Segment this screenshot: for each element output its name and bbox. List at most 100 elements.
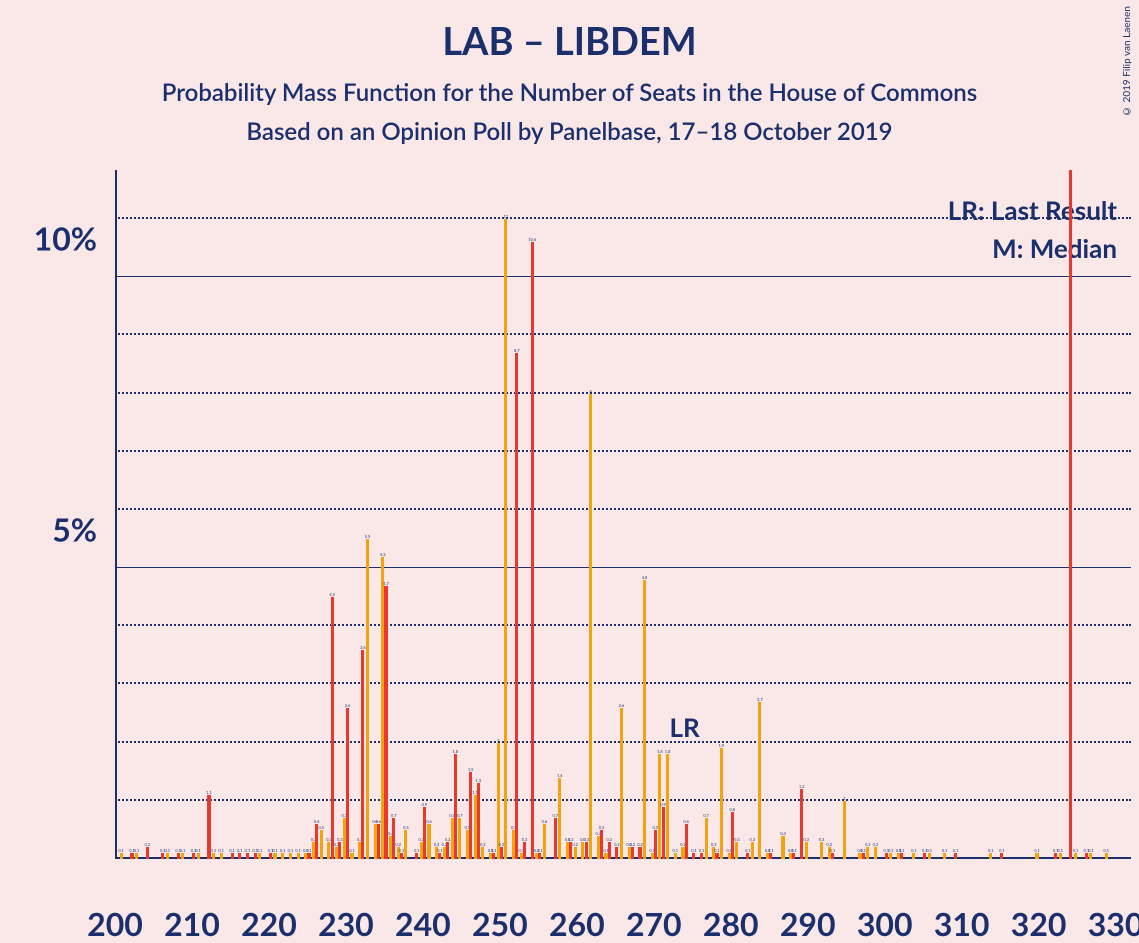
bar-value-label: 0.1 (191, 848, 197, 853)
bar-value-label: 0.3 (522, 837, 528, 842)
bar-value-label: 8 (589, 389, 591, 394)
bar-value-label: 0.1 (883, 848, 889, 853)
bar-value-label: 0.4 (780, 831, 786, 836)
bar-red: 0.1 (400, 853, 403, 859)
bar-value-label: 0.1 (306, 848, 312, 853)
bar-value-label: 0.1 (349, 848, 355, 853)
bar-value-label: 0.5 (403, 825, 409, 830)
bar-value-label: 0.6 (542, 819, 548, 824)
bar-red: 0.1 (746, 853, 749, 859)
bar-value-label: 0.2 (572, 842, 578, 847)
bar-red: 0.2 (500, 847, 503, 859)
bar-red: 0.1 (269, 853, 272, 859)
bar-value-label: 0.1 (211, 848, 217, 853)
bar-value-label: 0.6 (314, 819, 320, 824)
bar-red: 0.2 (146, 847, 149, 859)
bar-red: 0.1 (130, 853, 133, 859)
bar-value-label: 0.1 (1034, 848, 1040, 853)
bar-value-label: 1.8 (452, 749, 458, 754)
bar-value-label: 0.8 (730, 807, 736, 812)
bar-orange: 0.1 (928, 853, 931, 859)
bar-value-label: 0.3 (819, 837, 825, 842)
bar-orange: 8 (589, 394, 592, 859)
bar-orange: 0.2 (866, 847, 869, 859)
bar-red: 0.3 (338, 842, 341, 859)
y-tick-label: 5% (52, 510, 115, 549)
bar-value-label: 0.9 (660, 802, 666, 807)
bar-value-label: 0.1 (280, 848, 286, 853)
bar-value-label: 0.2 (629, 842, 635, 847)
bar-red: 0.3 (446, 842, 449, 859)
bars: 0.10.10.10.10.10.10.10.10.10.10.10.10.10… (115, 190, 1131, 859)
bar-red: 0.7 (392, 818, 395, 859)
bar-value-label: 0.7 (391, 813, 397, 818)
chart-container: LAB – LIBDEM Probability Mass Function f… (0, 0, 1139, 924)
bar-value-label: 1.8 (657, 749, 663, 754)
bar-red: 1.8 (454, 754, 457, 859)
bar-value-label: 0.3 (568, 837, 574, 842)
bar-red: 0.7 (554, 818, 557, 859)
bar-value-label: 0.2 (480, 842, 486, 847)
bar-orange: 0.1 (212, 853, 215, 859)
bar-red: 0.9 (423, 807, 426, 859)
bar-value-label: 0.5 (653, 825, 659, 830)
bar-value-label: 0.1 (953, 848, 959, 853)
bar-orange: 0.1 (166, 853, 169, 859)
bar-value-label: 1.3 (476, 778, 482, 783)
bar-red: 1.5 (469, 772, 472, 859)
bar-value-label: 0.5 (318, 825, 324, 830)
bar-red: 0.1 (415, 853, 418, 859)
bar-value-label: 0.1 (860, 848, 866, 853)
bar-red: 0.1 (885, 853, 888, 859)
bar-value-label: 0.1 (160, 848, 166, 853)
bar-red: 0.3 (585, 842, 588, 859)
bar-value-label: 0.3 (606, 837, 612, 842)
bar-value-label: 0.9 (422, 802, 428, 807)
bar-value-label: 0.1 (295, 848, 301, 853)
bar-orange: 1.4 (558, 778, 561, 859)
last-result-line (1069, 170, 1072, 859)
bar-value-label: 10.6 (528, 237, 536, 242)
bar-value-label: 1.1 (206, 790, 212, 795)
bar-red: 0.1 (862, 853, 865, 859)
bar-value-label: 2.6 (345, 703, 351, 708)
bar-value-label: 1.4 (557, 773, 563, 778)
bar-orange: 0.1 (943, 853, 946, 859)
bar-red: 0.1 (831, 853, 834, 859)
bar-red: 0.2 (615, 847, 618, 859)
bar-value-label: 0.1 (691, 848, 697, 853)
bar-value-label: 0.1 (699, 848, 705, 853)
bar-red: 0.1 (177, 853, 180, 859)
bar-red: 0.8 (731, 812, 734, 859)
bar-value-label: 0.1 (129, 848, 135, 853)
bar-orange: 0.1 (1105, 853, 1108, 859)
bar-orange: 11 (504, 219, 507, 859)
bar-orange: 0.1 (912, 853, 915, 859)
bar-value-label: 0.3 (734, 837, 740, 842)
bar-value-label: 4.7 (383, 581, 389, 586)
bar-value-label: 0.1 (399, 848, 405, 853)
bar-value-label: 0.3 (803, 837, 809, 842)
bar-orange: 0.1 (135, 853, 138, 859)
bar-value-label: 0.1 (768, 848, 774, 853)
bar-value-label: 1 (843, 796, 845, 801)
bar-orange: 0.1 (350, 853, 353, 859)
bar-red: 0.1 (307, 853, 310, 859)
bar-value-label: 0.7 (703, 813, 709, 818)
bar-orange: 0.1 (1074, 853, 1077, 859)
bar-value-label: 0.1 (437, 848, 443, 853)
bar-value-label: 0.1 (218, 848, 224, 853)
bar-value-label: 0.2 (499, 842, 505, 847)
bar-orange: 0.5 (404, 830, 407, 859)
bar-value-label: 0.1 (537, 848, 543, 853)
bar-red: 0.1 (1000, 853, 1003, 859)
bar-value-label: 11 (504, 214, 509, 219)
bar-red: 0.1 (246, 853, 249, 859)
bar-red: 0.6 (685, 824, 688, 859)
bar-red: 0.1 (538, 853, 541, 859)
bar-red: 0.1 (192, 853, 195, 859)
bar-orange: 0.1 (273, 853, 276, 859)
bar-orange: 0.1 (889, 853, 892, 859)
bar-value-label: 5.2 (380, 552, 386, 557)
bar-orange: 0.1 (258, 853, 261, 859)
